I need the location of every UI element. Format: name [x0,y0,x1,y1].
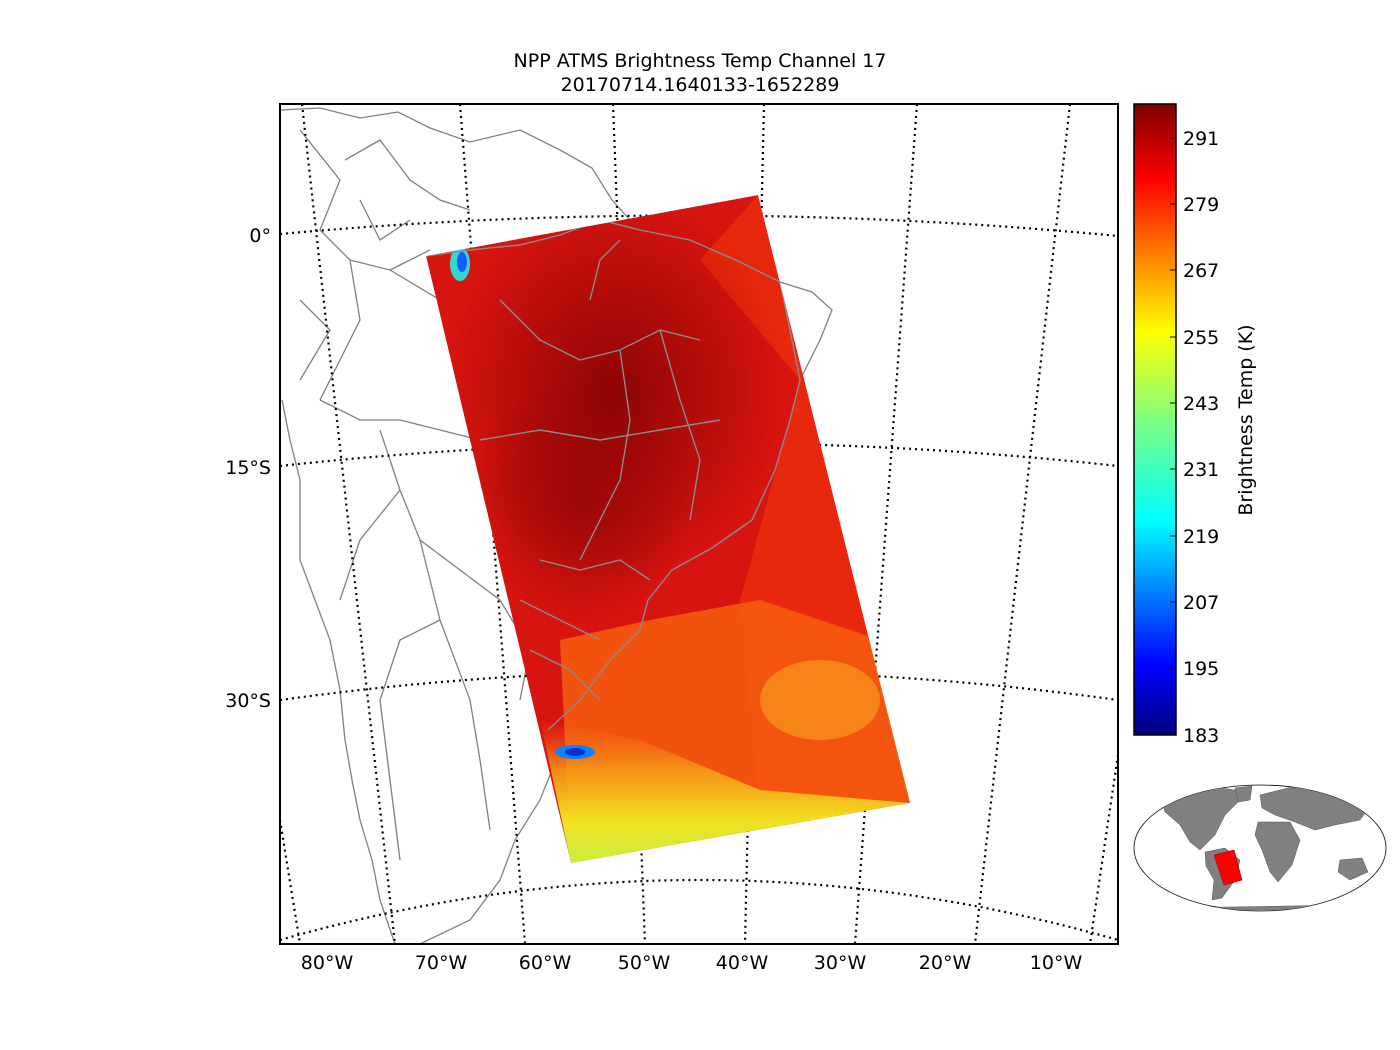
colorbar-tick-279: 279 [1183,194,1219,216]
brightness-swath [426,195,910,863]
colorbar-tick-243: 243 [1183,393,1219,415]
colorbar-ticks [1170,137,1176,669]
map-title-line1: NPP ATMS Brightness Temp Channel 17 [514,50,887,72]
lat-label-15s: 15°S [225,457,271,479]
lon-label-30w: 30°W [814,952,867,974]
swath-cold-band [540,720,910,863]
inset-antarctica [1169,904,1351,911]
colorbar-tick-219: 219 [1183,526,1219,548]
colorbar: 291 279 267 255 243 231 219 207 195 183 … [1133,103,1257,747]
inset-north-america [1159,785,1241,851]
colorbar-label: Brightness Temp (K) [1235,324,1257,515]
lat-label-0: 0° [249,225,271,247]
lon-label-10w: 10°W [1030,952,1083,974]
colorbar-tick-291: 291 [1183,128,1219,150]
inset-greenland [1234,785,1253,803]
map-frame [279,103,1119,945]
swath-dark-core2 [470,370,690,630]
lat-label-30s: 30°S [225,690,271,712]
colorbar-tick-183: 183 [1183,725,1219,747]
lon-label-40w: 40°W [716,952,769,974]
colorbar-tick-207: 207 [1183,592,1219,614]
colorbar-tick-267: 267 [1183,260,1219,282]
lon-label-50w: 50°W [618,952,671,974]
inset-swath [1213,849,1243,886]
map-title-line2: 20170714.1640133-1652289 [561,74,840,96]
lon-label-60w: 60°W [519,952,572,974]
swath-orange-eddy [760,660,880,740]
map-area [280,104,1118,944]
colorbar-tick-255: 255 [1183,327,1219,349]
colorbar-tick-231: 231 [1183,459,1219,481]
lon-label-70w: 70°W [415,952,468,974]
inset-africa [1254,821,1301,883]
swath-cold-spot-north-inner [457,252,467,272]
colorbar-tick-195: 195 [1183,658,1219,680]
colorbar-ramp [1133,103,1177,736]
inset-world-map [1133,784,1387,912]
swath-cold-spot-south-inner [565,748,585,756]
inset-australia [1337,857,1369,881]
lon-label-20w: 20°W [919,952,972,974]
continent-outline [280,107,833,944]
lon-label-80w: 80°W [301,952,354,974]
